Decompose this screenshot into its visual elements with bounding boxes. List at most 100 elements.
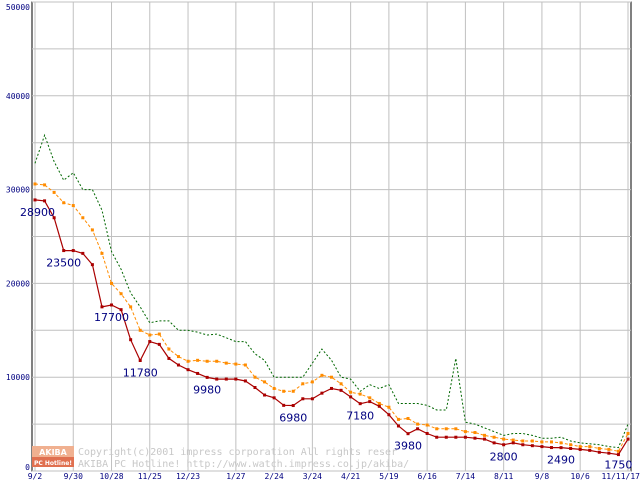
data-point	[138, 359, 142, 363]
series-line	[34, 183, 629, 452]
data-point	[578, 447, 582, 451]
data-point	[387, 405, 391, 409]
x-tick-label: 1/27	[226, 472, 245, 480]
x-tick-label: 3/24	[303, 472, 322, 480]
data-point	[330, 386, 333, 390]
data-point	[502, 437, 506, 441]
x-tick-label: 11/25	[138, 472, 162, 480]
data-point	[196, 358, 200, 362]
data-point	[320, 391, 324, 395]
data-labels: 28900 23500 17700 11780 9980 6980 7180 3980 2800…	[20, 206, 632, 472]
data-point	[330, 375, 333, 379]
data-point	[559, 441, 563, 445]
site-url-text: AKIBA PC Hotline! http://www.watch.impre…	[78, 459, 409, 470]
series-lines	[33, 133, 630, 457]
data-point	[349, 395, 353, 399]
data-point	[282, 403, 286, 407]
akiba-logo-bottom	[32, 457, 74, 467]
data-label: 7180	[346, 410, 374, 423]
data-point	[291, 389, 295, 393]
y-tick-label: 40000	[6, 92, 30, 101]
data-point	[272, 396, 276, 400]
data-point	[186, 359, 190, 363]
data-point	[502, 443, 506, 447]
data-point	[358, 402, 362, 406]
data-point	[339, 388, 343, 392]
x-tick-label: 10/6	[571, 472, 590, 480]
data-label: 1750	[604, 459, 632, 472]
data-point	[377, 404, 381, 408]
data-point	[454, 427, 458, 431]
data-point	[454, 435, 458, 439]
data-label: 2490	[547, 454, 575, 467]
data-point	[100, 305, 104, 309]
data-point	[616, 449, 620, 453]
data-point	[540, 440, 544, 444]
data-point	[71, 204, 75, 208]
data-point	[607, 447, 611, 451]
data-point	[33, 182, 37, 186]
data-point	[473, 436, 477, 440]
data-point	[559, 446, 563, 450]
y-tick-label: 10000	[6, 373, 30, 382]
data-point	[473, 431, 477, 435]
data-point	[62, 201, 66, 205]
data-point	[511, 441, 515, 445]
akiba-logo-top	[32, 446, 74, 457]
data-point	[435, 427, 439, 431]
x-tick-label: 12/23	[176, 472, 200, 480]
data-point	[396, 417, 400, 421]
data-point	[549, 446, 553, 450]
data-point	[43, 183, 47, 187]
data-point	[253, 375, 257, 379]
data-point	[530, 444, 534, 448]
data-label: 11780	[123, 367, 158, 380]
data-point	[234, 377, 238, 381]
data-point	[569, 443, 573, 447]
data-point	[387, 413, 391, 417]
x-tick-label: 8/11	[494, 472, 513, 480]
data-point	[483, 433, 487, 437]
grid-lines	[32, 1, 631, 472]
data-point	[521, 439, 525, 443]
data-point	[406, 432, 410, 436]
data-point	[368, 396, 372, 400]
data-point	[110, 281, 114, 285]
data-point	[492, 441, 496, 445]
x-tick-label: 6/16	[418, 472, 437, 480]
data-point	[406, 416, 410, 420]
data-point	[224, 377, 228, 381]
akiba-logo-subtext: PC Hotline!	[34, 460, 72, 467]
data-point	[578, 445, 582, 449]
data-point	[33, 198, 37, 202]
x-tick-label: 7/14	[456, 472, 475, 480]
data-point	[52, 216, 56, 220]
data-point	[157, 342, 161, 346]
data-point	[62, 249, 66, 253]
data-point	[138, 328, 142, 332]
x-tick-label: 9/2	[28, 472, 43, 480]
x-tick-label: 5/19	[379, 472, 398, 480]
data-point	[396, 424, 400, 428]
data-point	[368, 400, 372, 404]
data-point	[205, 359, 209, 363]
data-point	[511, 438, 515, 442]
data-point	[43, 199, 47, 203]
data-point	[416, 422, 420, 426]
data-point	[540, 445, 544, 449]
data-point	[224, 361, 228, 365]
akiba-logo-text: AKIBA	[39, 448, 67, 457]
data-point	[186, 368, 190, 372]
data-point	[483, 437, 487, 441]
y-axis-ticks: 50000 40000 30000 20000 10000 0	[6, 3, 30, 472]
y-tick-label: 30000	[6, 186, 30, 195]
data-point	[291, 404, 295, 408]
x-tick-label: 9/8	[535, 472, 550, 480]
data-point	[148, 333, 152, 337]
data-label: 6980	[279, 412, 307, 425]
data-point	[597, 450, 601, 454]
data-point	[444, 435, 448, 439]
data-point	[530, 439, 534, 443]
x-axis-ticks: 9/2 9/30 10/28 11/25 12/23 1/27 2/24 3/24 4/21 5/…	[28, 472, 640, 480]
data-point	[71, 249, 75, 253]
